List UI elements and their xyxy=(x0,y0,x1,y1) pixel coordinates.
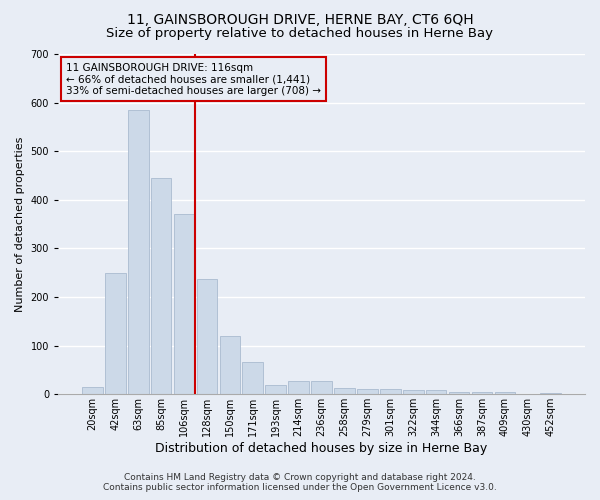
Bar xyxy=(334,388,355,394)
Text: Size of property relative to detached houses in Herne Bay: Size of property relative to detached ho… xyxy=(107,28,493,40)
Bar xyxy=(426,390,446,394)
Bar xyxy=(242,362,263,394)
Bar xyxy=(82,387,103,394)
Text: Contains HM Land Registry data © Crown copyright and database right 2024.
Contai: Contains HM Land Registry data © Crown c… xyxy=(103,473,497,492)
Bar xyxy=(105,273,125,394)
Bar xyxy=(265,384,286,394)
Bar xyxy=(174,214,194,394)
Bar xyxy=(151,178,172,394)
Bar xyxy=(380,390,401,394)
Bar xyxy=(472,392,492,394)
Bar xyxy=(449,392,469,394)
Bar xyxy=(197,278,217,394)
Bar xyxy=(311,380,332,394)
X-axis label: Distribution of detached houses by size in Herne Bay: Distribution of detached houses by size … xyxy=(155,442,488,455)
Y-axis label: Number of detached properties: Number of detached properties xyxy=(15,136,25,312)
Bar xyxy=(494,392,515,394)
Bar xyxy=(128,110,149,395)
Bar xyxy=(220,336,240,394)
Bar xyxy=(403,390,424,394)
Bar xyxy=(541,393,561,394)
Bar xyxy=(289,380,309,394)
Text: 11 GAINSBOROUGH DRIVE: 116sqm
← 66% of detached houses are smaller (1,441)
33% o: 11 GAINSBOROUGH DRIVE: 116sqm ← 66% of d… xyxy=(66,62,321,96)
Text: 11, GAINSBOROUGH DRIVE, HERNE BAY, CT6 6QH: 11, GAINSBOROUGH DRIVE, HERNE BAY, CT6 6… xyxy=(127,12,473,26)
Bar xyxy=(357,390,377,394)
